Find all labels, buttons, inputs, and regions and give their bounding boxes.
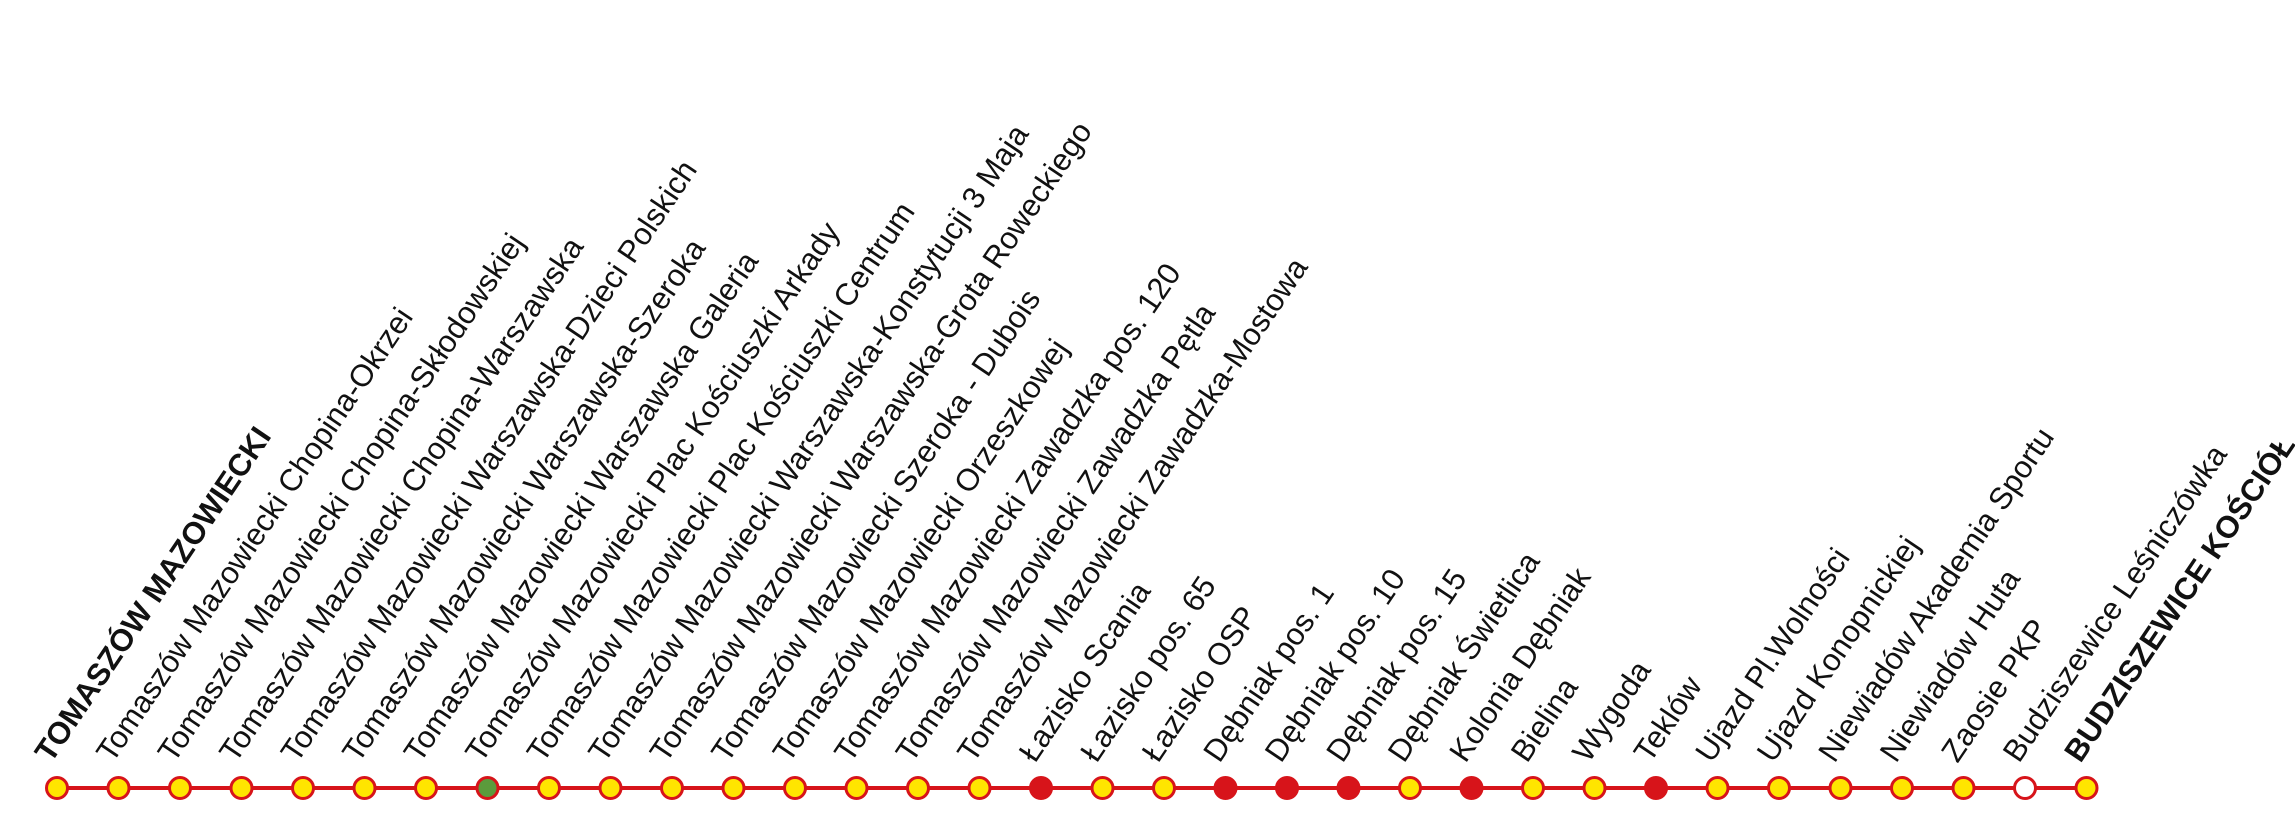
stop-marker (1090, 776, 1115, 800)
stop-marker (168, 776, 192, 800)
stop-marker (844, 776, 869, 800)
stop-marker (229, 776, 254, 800)
stop-marker (537, 776, 561, 800)
stop-marker (291, 776, 315, 800)
stop-marker (1275, 776, 1299, 800)
stop-marker (1890, 776, 1914, 800)
stop-marker (1521, 776, 1545, 800)
stop-marker (1336, 776, 1361, 800)
stop-marker (475, 776, 500, 800)
stop-marker (352, 776, 377, 800)
stop-marker (1951, 776, 1976, 800)
stop-marker (1828, 776, 1853, 800)
stop-marker (1767, 776, 1791, 800)
stop-marker (1582, 776, 1607, 800)
stop-marker (598, 776, 623, 800)
stop-marker (1213, 776, 1238, 800)
stop-marker (967, 776, 992, 800)
stop-marker (414, 776, 438, 800)
stop-marker (45, 776, 69, 800)
stop-marker (2013, 776, 2037, 800)
stop-marker (2074, 776, 2099, 800)
stop-marker (106, 776, 131, 800)
stop-marker (906, 776, 930, 800)
stop-name: BUDZISZEWICE KOŚCIÓŁ (2056, 428, 2295, 768)
stop-marker (1029, 776, 1053, 800)
stop-marker (660, 776, 684, 800)
stop-marker (1152, 776, 1176, 800)
stop-marker (1644, 776, 1668, 800)
stop-marker (783, 776, 807, 800)
stop-marker (721, 776, 746, 800)
stop-marker (1705, 776, 1730, 800)
stop-marker (1459, 776, 1484, 800)
stop-marker (1398, 776, 1422, 800)
